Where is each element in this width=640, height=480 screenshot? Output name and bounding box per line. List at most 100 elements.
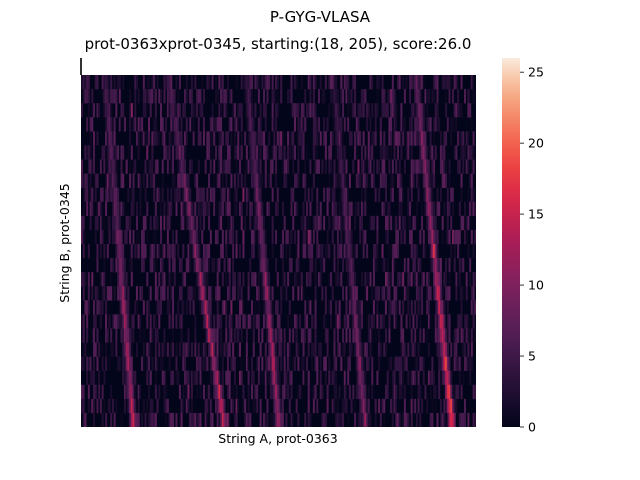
heatmap-cell [288,89,291,104]
heatmap-cell [381,173,384,188]
heatmap-cell [266,272,269,287]
heatmap-cell [135,75,138,90]
heatmap-cell [427,370,430,386]
heatmap-cell [439,145,442,160]
heatmap-cell [170,370,173,386]
heatmap-cell [336,342,339,357]
heatmap-cell [189,412,192,427]
heatmap-cell [235,75,238,90]
heatmap-cell [247,89,250,104]
heatmap-cell [273,145,276,160]
heatmap-cell [252,159,255,174]
heatmap-cell [276,89,279,104]
heatmap-cell [355,286,358,301]
heatmap-cell [343,215,346,231]
heatmap-cell [263,229,266,245]
heatmap-cell [139,384,142,400]
heatmap-cell [168,243,171,259]
heatmap-cell [297,384,300,400]
heatmap-cell [233,272,236,287]
heatmap-cell [324,243,327,259]
heatmap-cell [249,117,252,132]
heatmap-cell [446,356,449,371]
heatmap-cell [281,243,284,259]
heatmap-cell [177,103,180,118]
heatmap-cell [266,145,269,160]
heatmap-cell [470,201,473,217]
heatmap-cell [118,272,121,287]
heatmap-cell [127,300,130,315]
heatmap-cell [336,173,339,188]
heatmap-cell [189,159,192,174]
heatmap-cell [158,243,161,259]
heatmap-cell [163,89,166,104]
heatmap-cell [221,356,224,371]
heatmap-cell [352,272,355,287]
heatmap-cell [434,243,437,259]
heatmap-cell [446,370,449,386]
heatmap-cell [106,215,109,231]
heatmap-cell [324,356,327,371]
heatmap-cell [153,89,156,104]
heatmap-cell [455,117,458,132]
heatmap-cell [431,145,434,160]
heatmap-cell [190,159,193,174]
heatmap-cell [151,243,154,259]
heatmap-cell [252,342,255,357]
heatmap-cell [287,384,290,400]
heatmap-cell [457,356,460,371]
heatmap-cell [147,159,150,174]
heatmap-cell [314,131,317,146]
heatmap-cell [190,412,193,427]
heatmap-cell [412,103,415,118]
heatmap-cell [209,131,212,146]
heatmap-cell [450,187,453,203]
heatmap-cell [202,300,205,315]
heatmap-cell [348,215,351,231]
heatmap-cell [261,229,264,245]
heatmap-cell [233,328,236,343]
heatmap-cell [199,258,202,273]
heatmap-cell [163,201,166,217]
heatmap-cell [281,384,284,400]
heatmap-cell [402,356,405,371]
heatmap-cell [335,215,338,231]
heatmap-cell [300,215,303,231]
heatmap-cell [422,159,425,174]
heatmap-cell [259,215,262,231]
heatmap-cell [134,398,137,414]
heatmap-cell [266,286,269,301]
heatmap-cell [354,201,357,217]
heatmap-cell [251,159,254,174]
heatmap-cell [89,159,92,174]
heatmap-cell [113,412,116,427]
heatmap-cell [355,201,358,217]
colorbar-tick-label: 25 [528,65,544,80]
heatmap-cell [154,229,157,245]
heatmap-cell [467,201,470,217]
heatmap-cell [84,187,87,203]
heatmap-cell [438,286,441,301]
heatmap-cell [352,314,355,329]
heatmap-cell [350,286,353,301]
heatmap-cell [108,75,111,90]
heatmap-cell [342,145,345,160]
heatmap-cell [232,229,235,245]
heatmap-cell [218,398,221,414]
heatmap-cell [259,159,262,174]
heatmap-cell [307,243,310,259]
heatmap-cell [441,356,444,371]
heatmap-cell [178,412,181,427]
heatmap-cell [441,314,444,329]
heatmap-cell [185,258,188,273]
heatmap-cell [99,272,102,287]
heatmap-cell [89,201,92,217]
heatmap-cell [290,314,293,329]
heatmap-cell [192,229,195,245]
heatmap-cell [263,412,266,427]
heatmap-cell [343,117,346,132]
heatmap-cell [330,145,333,160]
heatmap-cell [209,342,212,357]
heatmap-cell [106,131,109,146]
heatmap-cell [194,243,197,259]
